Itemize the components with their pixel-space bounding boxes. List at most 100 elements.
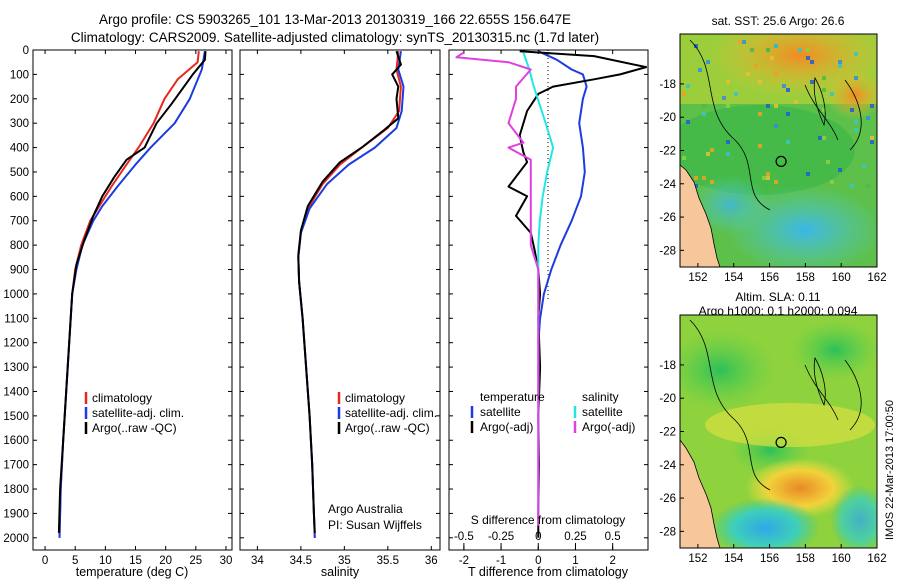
x-tick-label: 25: [189, 555, 202, 567]
top-x-tick-label: -0.25: [488, 531, 514, 543]
top-x-tick-label: 0.25: [564, 531, 586, 543]
sst-pixel: [854, 76, 858, 80]
sst-pixel: [702, 104, 706, 108]
legend-salinity-header: salinity: [582, 390, 619, 404]
legend-sal-satellite-label: satellite: [582, 405, 623, 419]
map-y-tick-label: -18: [659, 360, 676, 372]
sst-pixel: [774, 72, 778, 76]
sst-map-ticks: 152 154 156 158 160 162 -18 -20 -22 -24 -26 -28: [659, 79, 886, 284]
x-tick-label: 0: [42, 555, 48, 567]
map-x-tick-label: 154: [724, 272, 744, 284]
sst-pixel: [774, 180, 778, 184]
sst-pixel: [854, 52, 858, 56]
depth-tick-label: 800: [10, 240, 29, 252]
temperature-ticks: 0100200300400500600700800900100011001200…: [3, 45, 232, 567]
sst-pixel: [766, 96, 770, 100]
sla-island-contour: [813, 356, 826, 407]
sst-pixel: [758, 80, 762, 84]
sst-reef-contour: [689, 39, 862, 211]
x-tick-label: 34: [251, 555, 264, 567]
map-y-tick-label: -24: [659, 460, 676, 472]
difference-top-xlabel: S difference from climatology: [471, 513, 626, 527]
sst-pixel: [706, 152, 710, 156]
sst-pixel: [786, 112, 790, 116]
sst-pixel: [870, 136, 874, 140]
sst-cool-patch-west: [690, 175, 770, 235]
legend-satellite-label: satellite-adj. clim.: [345, 406, 437, 420]
legend-satellite-label: satellite-adj. clim.: [92, 406, 184, 420]
sst-pixel: [870, 140, 874, 144]
sst-pixel: [818, 128, 822, 132]
map-y-tick-label: -24: [659, 179, 676, 191]
sst-pixel: [758, 112, 762, 116]
sla-map-ticks: 152 154 156 158 160 162 -18 -20 -22 -24 -26 -28: [659, 360, 886, 565]
sst-pixel: [870, 104, 874, 108]
depth-tick-label: 1300: [3, 362, 29, 374]
sla-argo-location-marker: [775, 436, 787, 448]
sst-pixel: [726, 104, 730, 108]
sst-pixel: [742, 40, 746, 44]
legend-temperature-header: temperature: [480, 390, 545, 404]
sst-pixel: [866, 116, 870, 120]
sla-reef-contour: [689, 319, 862, 491]
series-line-argo-adj-salinity-: [455, 51, 540, 526]
sst-pixel: [682, 92, 686, 96]
x-tick-label: 10: [99, 555, 112, 567]
credit-line1: Argo Australia: [328, 502, 403, 516]
x-tick-label: 5: [72, 555, 78, 567]
sst-pixel: [722, 96, 726, 100]
top-x-tick-label: 0.5: [605, 531, 621, 543]
sst-pixel: [762, 176, 766, 180]
figure-title-line1: Argo profile: CS 5903265_101 13-Mar-2013…: [99, 12, 571, 27]
sst-island-contour: [813, 76, 826, 127]
sst-pixel: [750, 48, 754, 52]
sst-pixel: [806, 56, 810, 60]
temperature-panel: 0100200300400500600700800900100011001200…: [3, 45, 233, 579]
difference-panel: -2 -1 0 1 2-0.5 -0.25 0 0.25 0.5 temperature sat…: [448, 49, 649, 579]
map-x-tick-label: 156: [760, 553, 779, 565]
sst-pixel: [726, 80, 730, 84]
map-x-tick-label: 152: [688, 272, 707, 284]
depth-tick-label: 600: [10, 191, 29, 203]
sla-green-patch: [680, 330, 775, 410]
sst-pixel: [694, 184, 698, 188]
sst-warm-patch-east: [825, 70, 877, 120]
salinity-legend: climatology satellite-adj. clim. Argo(..…: [337, 391, 437, 435]
sst-pixel: [738, 40, 742, 44]
sst-pixel: [710, 148, 714, 152]
depth-tick-label: 1500: [3, 411, 29, 423]
salinity-xlabel: salinity: [321, 565, 360, 579]
sst-pixel: [794, 100, 798, 104]
map-y-tick-label: -26: [659, 212, 676, 224]
sst-pixel: [702, 176, 706, 180]
difference-lines: [455, 50, 648, 538]
map-x-tick-label: 160: [832, 272, 851, 284]
depth-tick-label: 300: [10, 118, 29, 130]
sst-pixel: [766, 48, 770, 52]
sst-pixel: [758, 144, 762, 148]
x-tick-label: 20: [159, 555, 172, 567]
salinity-ticks: 34 34.5 35 35.5 36: [240, 49, 440, 567]
sst-pixel: [810, 60, 814, 64]
sst-pixel: [774, 104, 778, 108]
sst-pixel: [854, 128, 858, 132]
credit-line2: PI: Susan Wijffels: [328, 518, 422, 532]
temperature-legend: climatology satellite-adj. clim. Argo(..…: [84, 391, 184, 435]
sst-pixel: [862, 84, 866, 88]
map-y-tick-label: -28: [659, 245, 676, 257]
x-tick-label: 15: [129, 555, 142, 567]
depth-tick-label: 400: [10, 143, 29, 155]
sst-pixel: [806, 172, 810, 176]
difference-xlabel: T difference from climatology: [468, 565, 629, 579]
sst-pixel: [866, 184, 870, 188]
sst-pixel: [822, 108, 826, 112]
temperature-lines: [57, 51, 207, 538]
sst-pixel: [838, 168, 842, 172]
depth-tick-label: 700: [10, 216, 29, 228]
x-tick-label: 0: [535, 555, 541, 567]
sst-pixel: [698, 68, 702, 72]
sst-pixel: [706, 60, 710, 64]
map-x-tick-label: 156: [760, 272, 779, 284]
x-tick-label: 35.5: [377, 555, 399, 567]
sst-pixel: [766, 176, 770, 180]
